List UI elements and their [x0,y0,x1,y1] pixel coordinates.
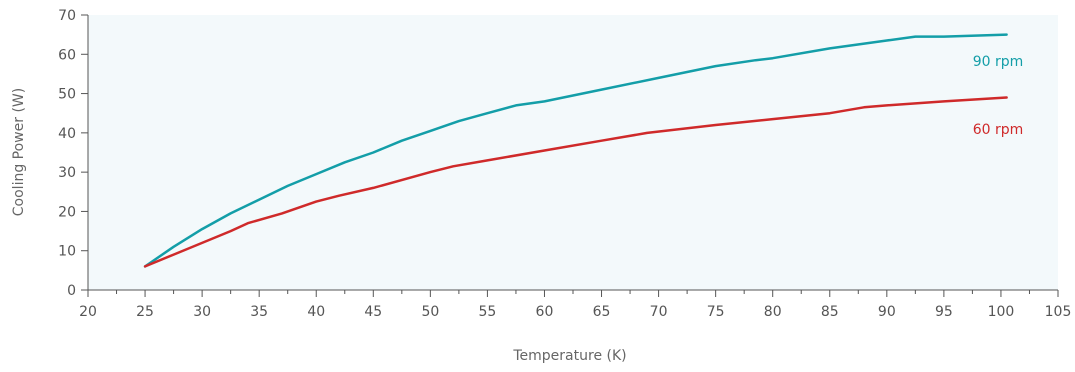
y-tick-label: 70 [58,8,76,24]
x-tick-label: 70 [650,304,668,320]
x-tick-label: 20 [79,304,97,320]
x-tick-label: 65 [593,304,611,320]
x-tick-label: 40 [307,304,325,320]
y-tick-label: 30 [58,165,76,181]
x-tick-label: 50 [421,304,439,320]
x-tick-label: 75 [707,304,725,320]
y-axis-title: Cooling Power (W) [11,88,27,216]
x-tick-label: 90 [878,304,896,320]
series-label-60-rpm: 60 rpm [973,122,1024,138]
x-tick-label: 80 [764,304,782,320]
series-line-60-rpm [143,96,1008,268]
x-tick-label: 95 [935,304,953,320]
x-tick-label: 35 [250,304,268,320]
y-tick-label: 0 [67,283,76,299]
y-tick-label: 10 [58,244,76,260]
x-axis-title: Temperature (K) [512,348,626,364]
y-tick-label: 50 [58,87,76,103]
x-tick-label: 60 [536,304,554,320]
series-line-90-rpm [143,33,1008,268]
x-ticks: 20 25 30 35 40 45 50 55 60 65 70 75 80 85 90 95 100 105 [79,290,1071,320]
y-tick-label: 20 [58,204,76,220]
x-tick-label: 25 [136,304,154,320]
x-tick-label: 30 [193,304,211,320]
x-tick-label: 45 [364,304,382,320]
x-tick-label: 55 [478,304,496,320]
series-layer [143,33,1008,268]
plot-area-background [88,15,1058,290]
y-ticks: 0 10 20 30 40 50 60 70 [58,8,88,299]
x-tick-label: 100 [988,304,1015,320]
y-tick-label: 40 [58,126,76,142]
series-label-90-rpm: 90 rpm [973,54,1024,70]
y-tick-label: 60 [58,47,76,63]
x-tick-label: 105 [1045,304,1072,320]
x-tick-label: 85 [821,304,839,320]
